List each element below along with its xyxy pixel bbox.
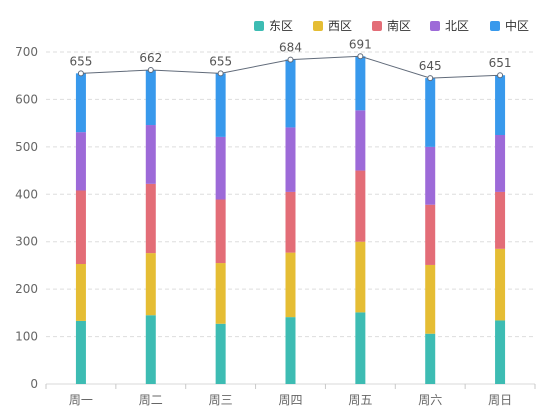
legend-swatch-3 (372, 21, 382, 31)
bar-segment-3-7 (495, 191, 506, 249)
total-label-1: 655 (69, 54, 92, 68)
legend-item-5[interactable]: 中区 (490, 18, 529, 33)
bar-segment-5-2 (145, 70, 156, 126)
bar-segment-3-2 (145, 183, 156, 254)
bar-segment-1-3 (215, 323, 226, 384)
total-point-2 (147, 67, 154, 74)
bar-segment-5-1 (75, 73, 86, 133)
bar-segment-2-2 (145, 253, 156, 316)
y-tick-label-400: 400 (15, 187, 38, 201)
bar-segment-4-5 (355, 110, 366, 171)
x-axis: 周一 周二 周三 周四 周五 周六 周日 (45, 384, 536, 407)
x-tick-label-4: 周四 (278, 393, 302, 407)
bar-segment-3-4 (285, 191, 296, 253)
x-tick-label-5: 周五 (348, 393, 372, 407)
legend-item-1[interactable]: 东区 (254, 19, 293, 33)
y-axis: 0 100 200 300 400 500 600 700 (15, 45, 38, 391)
y-tick-label-500: 500 (15, 140, 38, 154)
total-point-6 (427, 75, 434, 82)
bar-segment-4-3 (215, 136, 226, 200)
bar-segment-2-7 (495, 248, 506, 321)
total-label-2: 662 (139, 51, 162, 65)
legend-item-3[interactable]: 南区 (372, 18, 411, 33)
bar-segment-2-4 (285, 252, 296, 318)
bar-segment-5-3 (215, 73, 226, 137)
total-point-4 (287, 56, 294, 63)
x-tick-label-7: 周日 (488, 393, 512, 407)
total-point-3 (217, 70, 224, 77)
x-tick-label-6: 周六 (418, 393, 442, 407)
legend-swatch-1 (254, 21, 264, 31)
bar-segment-3-5 (355, 170, 366, 242)
bar-segment-1-6 (425, 333, 436, 384)
legend-label-1: 东区 (269, 19, 293, 33)
legend-swatch-5 (490, 21, 500, 31)
bars-layer (75, 56, 506, 384)
total-point-5 (357, 53, 364, 60)
bar-segment-5-6 (425, 78, 436, 147)
y-tick-label-200: 200 (15, 282, 38, 296)
bar-segment-3-3 (215, 199, 226, 264)
bar-segment-4-7 (495, 135, 506, 192)
bar-segment-4-1 (75, 132, 86, 191)
bar-segment-3-6 (425, 204, 436, 265)
bar-segment-1-1 (75, 320, 86, 384)
bar-segment-4-4 (285, 127, 296, 192)
bar-segment-5-5 (355, 56, 366, 111)
total-point-1 (77, 70, 84, 77)
legend-item-2[interactable]: 西区 (313, 19, 352, 33)
legend-swatch-4 (430, 21, 440, 31)
bar-segment-2-5 (355, 241, 366, 313)
total-label-5: 691 (349, 37, 372, 51)
bar-segment-5-4 (285, 59, 296, 128)
bar-segment-1-5 (355, 312, 366, 384)
total-label-6: 645 (419, 59, 442, 73)
x-tick-label-3: 周三 (209, 393, 233, 407)
y-tick-label-700: 700 (15, 45, 38, 59)
legend[interactable]: 东区 西区 南区 北区 中区 (254, 18, 529, 33)
total-labels: 655 662 655 684 691 645 651 (69, 37, 511, 73)
legend-item-4[interactable]: 北区 (430, 19, 469, 33)
legend-label-3: 南区 (387, 18, 411, 33)
bar-segment-4-2 (145, 125, 156, 184)
legend-label-5: 中区 (505, 18, 529, 33)
legend-label-4: 北区 (445, 19, 469, 33)
bar-segment-2-3 (215, 263, 226, 324)
x-tick-label-2: 周二 (139, 393, 163, 407)
y-tick-label-0: 0 (30, 377, 38, 391)
y-tick-label-300: 300 (15, 235, 38, 249)
legend-swatch-2 (313, 21, 323, 31)
bar-segment-1-2 (145, 315, 156, 384)
bar-segment-1-7 (495, 320, 506, 384)
bar-segment-5-7 (495, 75, 506, 135)
total-point-7 (497, 72, 504, 79)
y-tick-label-100: 100 (15, 330, 38, 344)
legend-label-2: 西区 (328, 19, 352, 33)
total-label-4: 684 (279, 41, 302, 55)
bar-segment-2-6 (425, 264, 436, 334)
bar-segment-4-6 (425, 146, 436, 205)
x-tick-label-1: 周一 (69, 393, 93, 407)
total-label-3: 655 (209, 54, 232, 68)
bar-segment-3-1 (75, 190, 86, 265)
bar-segment-1-4 (285, 317, 296, 384)
bar-segment-2-1 (75, 264, 86, 321)
y-tick-label-600: 600 (15, 92, 38, 106)
total-line-layer (77, 53, 504, 82)
total-label-7: 651 (489, 56, 512, 70)
